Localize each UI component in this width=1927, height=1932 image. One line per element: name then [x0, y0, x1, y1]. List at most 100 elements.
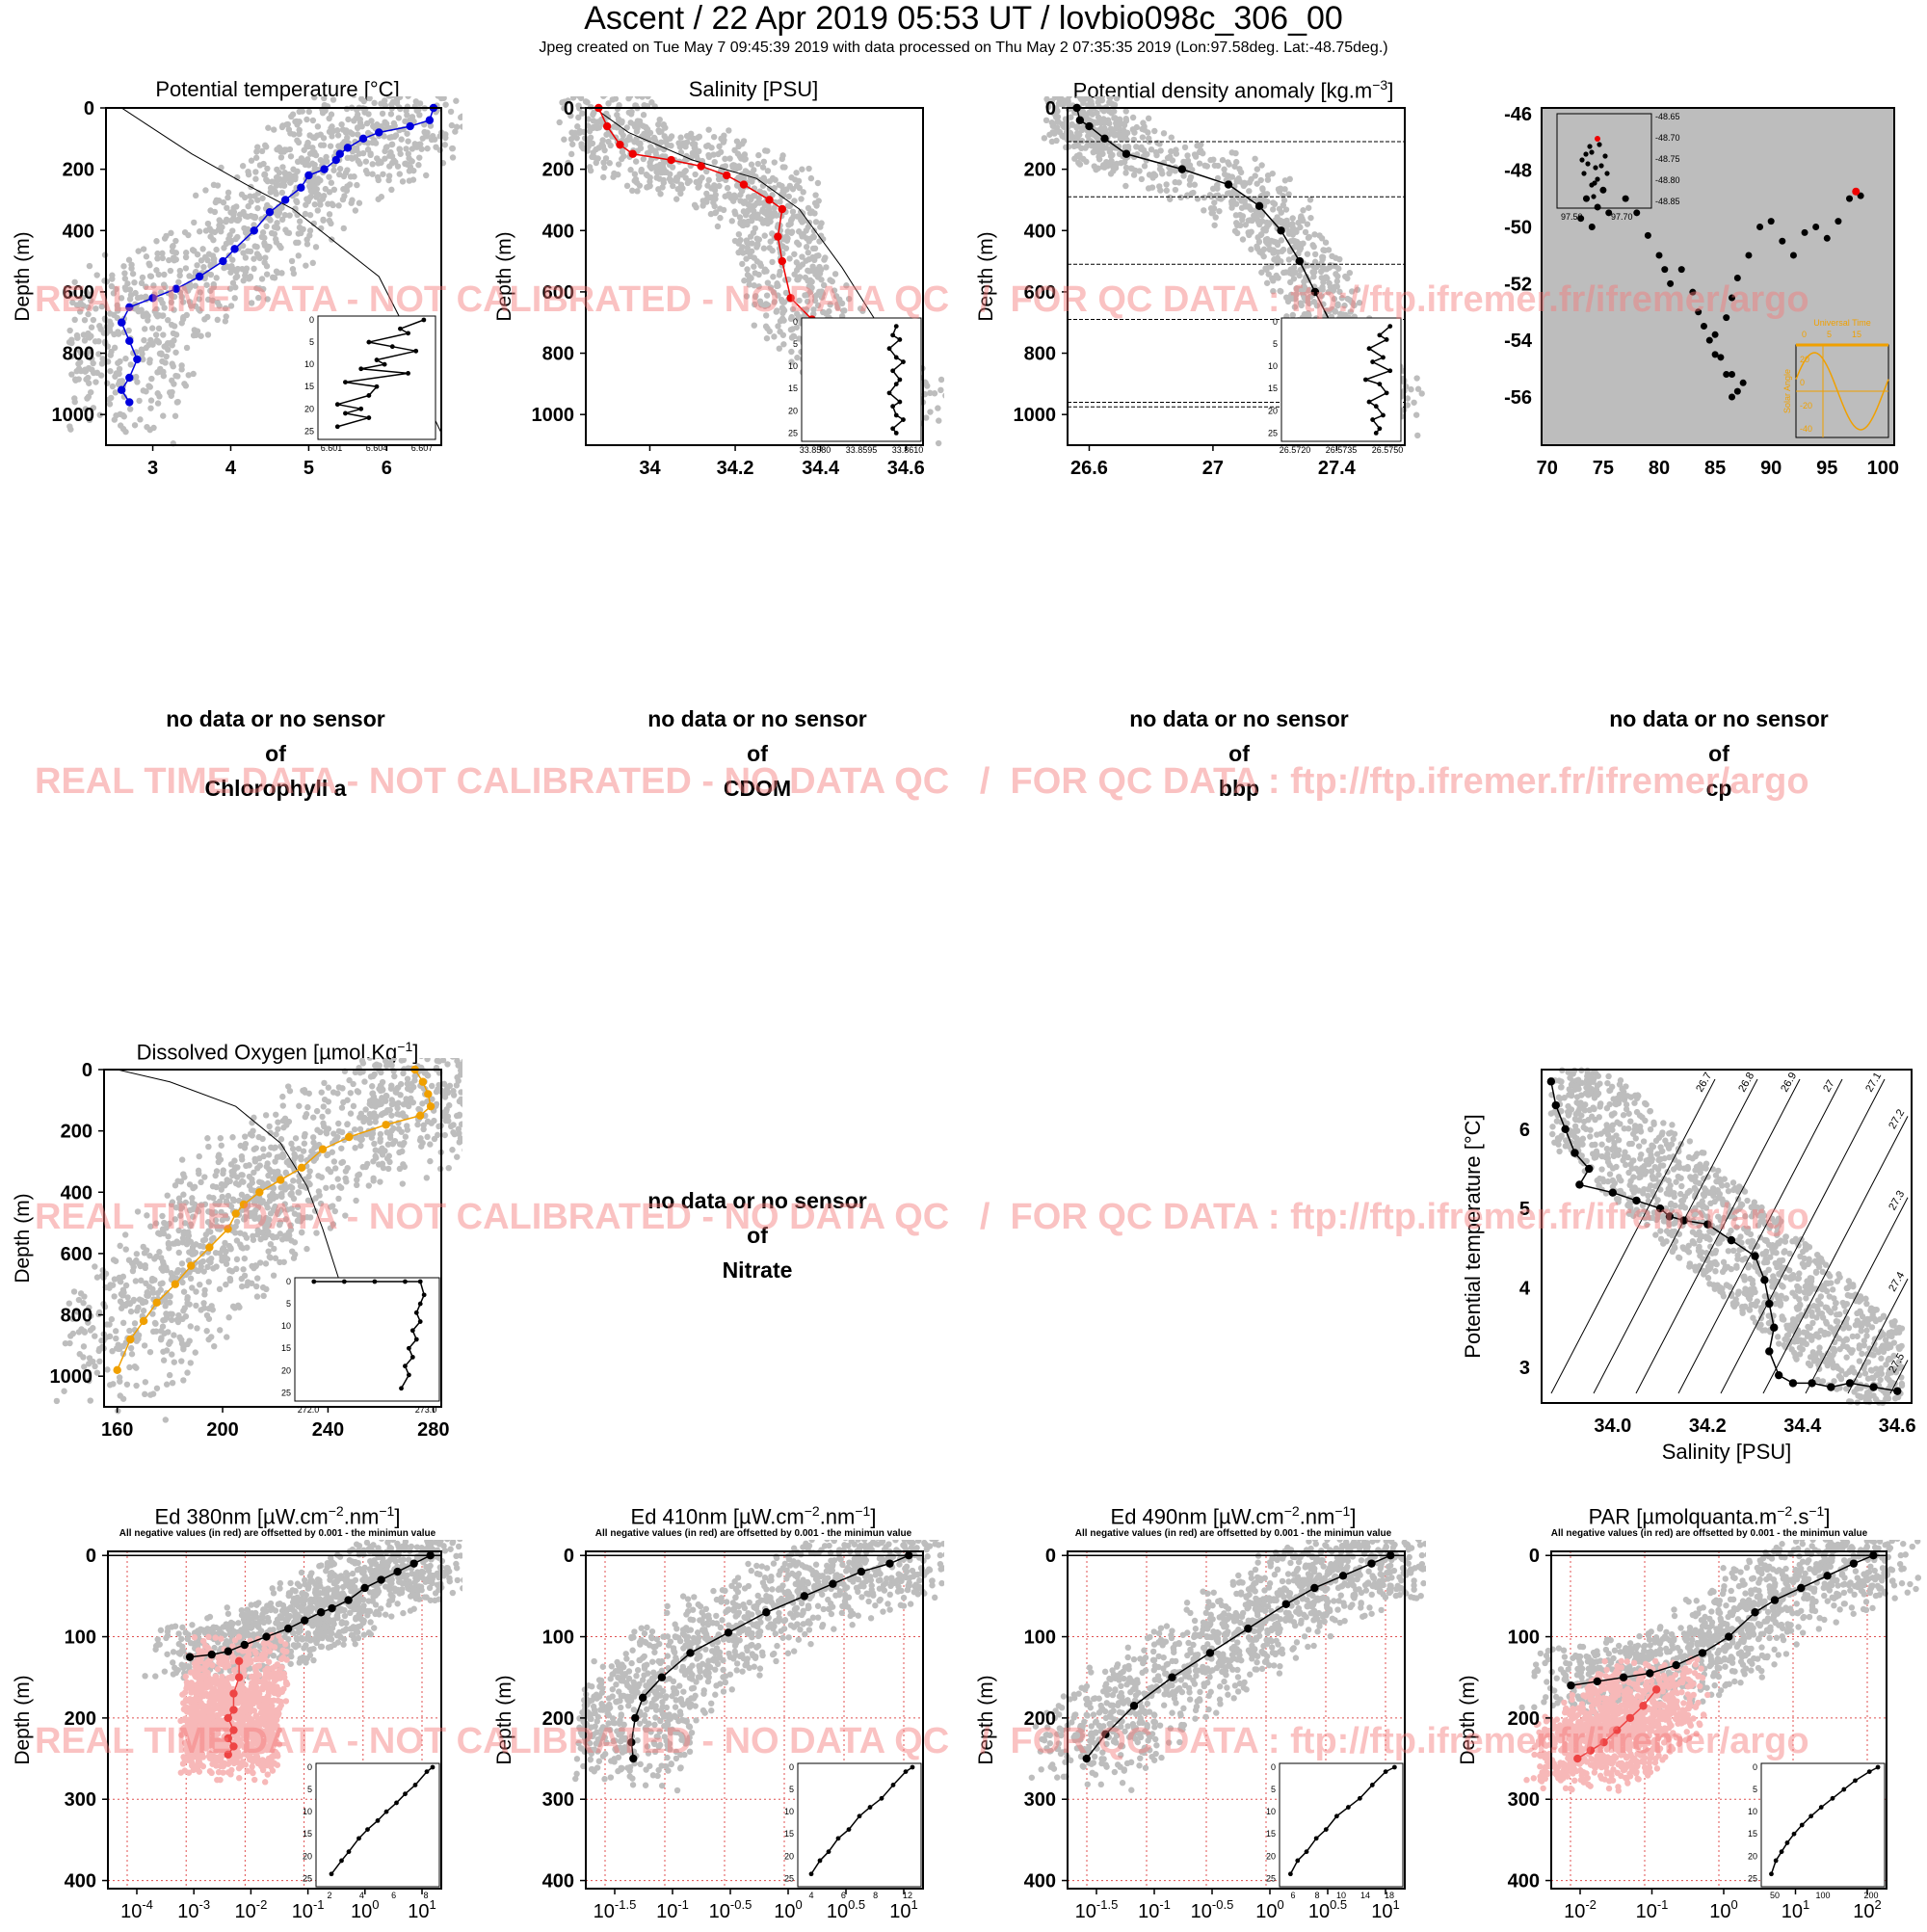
- gray-data-point: [273, 1112, 278, 1118]
- zoom-inset-point: [1585, 161, 1590, 166]
- gray-data-point: [296, 109, 302, 115]
- gray-data-point: [722, 156, 727, 162]
- gray-data-point: [365, 111, 371, 117]
- gray-data-point: [338, 1185, 344, 1191]
- gray-data-point: [712, 196, 718, 201]
- gray-data-point: [574, 135, 580, 141]
- gray-data-point: [261, 172, 267, 177]
- gray-data-point: [593, 146, 598, 152]
- gray-data-point: [371, 1141, 377, 1147]
- gray-data-point: [766, 206, 772, 212]
- gray-data-point: [256, 285, 262, 291]
- gray-data-point: [290, 112, 296, 118]
- map-x-tick: 75: [1593, 458, 1614, 479]
- gray-data-point: [158, 1255, 164, 1260]
- gray-data-point: [1173, 187, 1178, 193]
- gray-data-point: [1239, 217, 1245, 223]
- gray-data-point: [199, 246, 205, 251]
- gray-data-point: [1289, 221, 1295, 226]
- gray-data-point: [294, 199, 300, 205]
- gray-data-point: [454, 1153, 460, 1159]
- gray-data-point: [1247, 205, 1253, 211]
- gray-data-point: [188, 1222, 194, 1228]
- gray-data-point: [178, 1358, 184, 1363]
- gray-data-point: [648, 166, 654, 172]
- gray-data-point: [767, 245, 773, 251]
- inset-point: [421, 318, 426, 323]
- gray-data-point: [775, 292, 780, 298]
- gray-data-point: [279, 190, 285, 196]
- y-tick-label: 1000: [52, 405, 95, 426]
- gray-data-point: [361, 98, 367, 104]
- float-position-point: [1734, 275, 1741, 281]
- inset-point: [901, 359, 906, 364]
- inset-point: [1370, 417, 1375, 422]
- gray-data-point: [373, 1154, 379, 1160]
- gray-data-point: [174, 1178, 180, 1184]
- gray-data-point: [198, 1263, 204, 1269]
- gray-data-point: [1246, 188, 1252, 194]
- gray-data-point: [176, 1250, 182, 1256]
- gray-data-point: [731, 208, 737, 214]
- gray-data-point: [137, 1296, 143, 1302]
- gray-data-point: [453, 98, 459, 104]
- gray-data-point: [325, 1108, 330, 1114]
- gray-data-point: [446, 1165, 452, 1171]
- gray-data-point: [218, 1209, 224, 1215]
- gray-data-point: [927, 390, 933, 396]
- gray-data-point: [141, 337, 146, 343]
- gray-data-point: [424, 146, 430, 151]
- gray-data-point: [344, 1122, 350, 1127]
- gray-data-point: [1268, 238, 1274, 244]
- gray-data-point: [224, 195, 230, 200]
- gray-data-point: [774, 280, 779, 286]
- inset-y-tick: 25: [304, 426, 314, 436]
- inset-point: [890, 404, 895, 409]
- gray-data-point: [183, 1200, 189, 1205]
- gray-data-point: [338, 1146, 344, 1151]
- gray-data-point: [1056, 100, 1062, 106]
- gray-data-point: [159, 1213, 165, 1219]
- gray-data-point: [1283, 206, 1289, 212]
- gray-data-point: [196, 1168, 201, 1174]
- gray-data-point: [803, 227, 808, 233]
- gray-data-point: [589, 154, 594, 160]
- gray-data-point: [386, 1152, 392, 1158]
- gray-data-point: [335, 1176, 341, 1181]
- gray-data-point: [1234, 230, 1240, 236]
- gray-data-point: [1280, 247, 1286, 252]
- gray-data-point: [716, 176, 722, 182]
- gray-data-point: [812, 192, 818, 198]
- gray-data-point: [305, 162, 311, 168]
- gray-data-point: [1108, 110, 1114, 116]
- gray-data-point: [126, 1328, 132, 1334]
- gray-data-point: [165, 347, 171, 353]
- inset-y-tick: 20: [1268, 406, 1278, 415]
- gray-data-point: [1134, 124, 1140, 130]
- gray-data-point: [277, 146, 282, 152]
- float-position-point: [1633, 209, 1640, 216]
- gray-data-point: [190, 1213, 196, 1219]
- gray-data-point: [113, 1328, 119, 1334]
- gray-data-point: [398, 136, 404, 142]
- gray-data-point: [311, 96, 317, 100]
- gray-data-point: [157, 1231, 163, 1237]
- gray-data-point: [242, 213, 248, 219]
- gray-data-point: [1289, 215, 1295, 221]
- gray-data-point: [145, 260, 151, 266]
- gray-data-point: [368, 1073, 374, 1079]
- profile-point: [125, 398, 133, 406]
- profile-point: [406, 122, 413, 130]
- float-position-point: [1729, 371, 1735, 378]
- gray-data-point: [1324, 276, 1330, 281]
- float-position-point: [1689, 289, 1696, 296]
- gray-data-point: [182, 229, 188, 235]
- profile-point: [148, 294, 156, 302]
- gray-data-point: [279, 1236, 285, 1242]
- gray-data-point: [388, 187, 394, 193]
- gray-data-point: [360, 150, 366, 156]
- gray-data-point: [365, 146, 371, 152]
- float-position-point: [1846, 196, 1853, 202]
